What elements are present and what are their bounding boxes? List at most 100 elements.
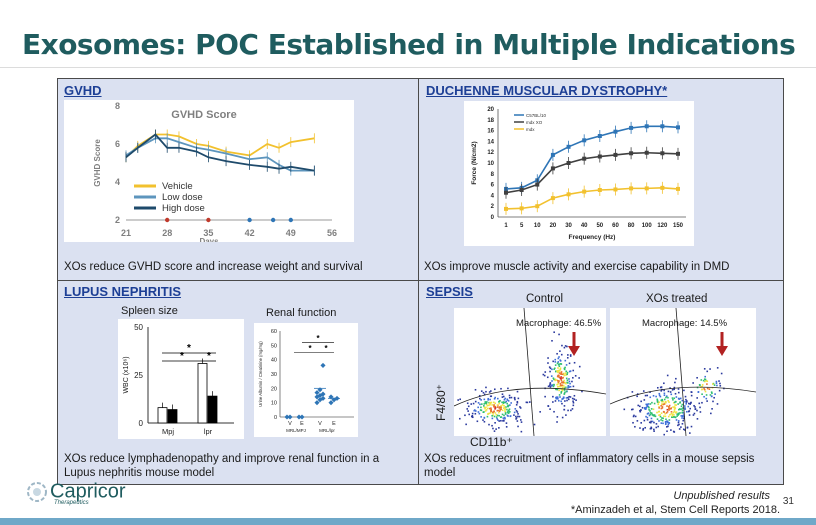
flow-event-dot — [479, 403, 481, 406]
flow-event-dot — [683, 429, 686, 431]
flow-event-dot — [557, 370, 559, 372]
flow-event-dot — [663, 398, 666, 401]
flow-event-dot — [558, 399, 560, 402]
logo-subtitle: Therapeutics — [54, 500, 89, 506]
flow-event-dot — [656, 418, 659, 420]
flow-event-dot — [505, 406, 507, 408]
flow-event-dot — [490, 407, 492, 409]
flow-event-dot — [500, 387, 502, 390]
flow-event-dot — [502, 417, 505, 419]
flow-event-dot — [549, 384, 551, 387]
flow-event-dot — [499, 408, 502, 411]
flow-event-dot — [706, 370, 709, 373]
flow-event-dot — [656, 399, 659, 402]
flow-event-dot — [470, 403, 473, 405]
flow-event-dot — [498, 402, 501, 405]
flow-event-dot — [636, 420, 639, 422]
flow-event-dot — [566, 373, 568, 376]
renal-sig-star: * — [308, 344, 312, 353]
dmd-point — [519, 206, 524, 211]
flow-event-dot — [653, 421, 655, 424]
flow-event-dot — [557, 382, 560, 385]
spleen-bar — [157, 407, 168, 424]
flow-event-dot — [549, 370, 551, 373]
flow-event-dot — [562, 396, 565, 399]
dmd-point — [566, 161, 571, 165]
renal-y-tick: 40 — [271, 358, 277, 364]
flow-event-dot — [549, 383, 551, 386]
flow-event-dot — [569, 370, 572, 372]
flow-event-dot — [507, 387, 509, 390]
flow-event-dot — [675, 419, 678, 421]
flow-event-dot — [485, 402, 488, 405]
flow-event-dot — [661, 406, 664, 408]
flow-event-dot — [681, 422, 684, 425]
flow-event-dot — [645, 406, 648, 409]
dmd-series-line — [505, 125, 679, 190]
flow-event-dot — [681, 399, 684, 402]
flow-event-dot — [573, 394, 576, 397]
flow-event-dot — [648, 408, 650, 411]
flow-event-dot — [482, 419, 484, 421]
flow-event-dot — [667, 415, 670, 418]
renal-point — [320, 362, 326, 368]
flow-event-dot — [499, 399, 501, 402]
flow-event-dot — [513, 396, 516, 399]
flow-event-dot — [549, 386, 552, 388]
flow-event-dot — [633, 414, 635, 417]
renal-y-tick: 20 — [271, 386, 277, 392]
flow-event-dot — [689, 403, 692, 405]
flow-event-dot — [495, 413, 498, 416]
flow-event-dot — [483, 403, 486, 405]
renal-chart-panel: 0 10 20 30 40 50 60 Urine Albumin / Creatinine … — [254, 323, 358, 437]
flow-event-dot — [479, 397, 481, 400]
flow-event-dot — [559, 384, 562, 386]
flow-event-dot — [673, 386, 676, 389]
flow-event-dot — [563, 387, 566, 390]
flow-event-dot — [568, 362, 571, 365]
flow-event-dot — [669, 387, 671, 389]
flow-event-dot — [481, 403, 483, 405]
flow-event-dot — [682, 412, 685, 414]
flow-event-dot — [634, 425, 636, 428]
flow-event-dot — [690, 425, 693, 428]
flow-event-dot — [486, 407, 489, 410]
flow-event-dot — [566, 399, 568, 402]
flow-event-dot — [572, 400, 574, 403]
flow-event-dot — [489, 398, 491, 401]
flow-event-dot — [561, 381, 563, 384]
flow-event-dot — [661, 400, 663, 403]
flow-event-dot — [515, 403, 518, 406]
treated-gate-label: Macrophage: 14.5% — [642, 318, 728, 329]
flow-event-dot — [496, 414, 499, 417]
flow-event-dot — [494, 408, 496, 410]
gvhd-chart-title: GVHD Score — [171, 109, 236, 121]
flow-event-dot — [710, 412, 712, 415]
gvhd-blue-marker — [247, 217, 252, 223]
flow-event-dot — [716, 367, 719, 369]
flow-event-dot — [547, 362, 549, 364]
flow-event-dot — [637, 404, 640, 407]
flow-event-dot — [673, 401, 675, 404]
dmd-caption: XOs improve muscle activity and exercise… — [424, 261, 730, 273]
flow-event-dot — [710, 391, 713, 393]
flow-event-dot — [562, 376, 564, 379]
flow-event-dot — [553, 367, 556, 370]
spleen-bar — [197, 363, 208, 424]
flow-event-dot — [671, 413, 674, 415]
flow-event-dot — [471, 412, 474, 415]
flow-event-dot — [660, 422, 663, 424]
flow-event-dot — [572, 404, 575, 407]
flow-event-dot — [671, 415, 674, 417]
flow-event-dot — [640, 400, 642, 403]
flow-event-dot — [494, 396, 496, 399]
flow-event-dot — [563, 405, 566, 407]
flow-event-dot — [709, 394, 712, 396]
dmd-y-tick: 4 — [491, 193, 495, 199]
flow-event-dot — [683, 416, 685, 418]
flow-event-dot — [568, 380, 571, 383]
flow-event-dot — [668, 404, 671, 407]
flow-event-dot — [682, 428, 685, 431]
flow-event-dot — [509, 415, 512, 418]
